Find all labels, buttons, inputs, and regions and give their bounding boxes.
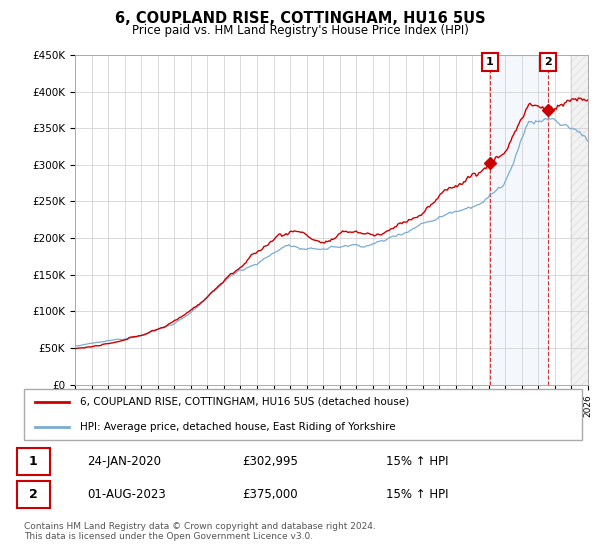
Text: Price paid vs. HM Land Registry's House Price Index (HPI): Price paid vs. HM Land Registry's House … (131, 24, 469, 36)
Text: 1: 1 (29, 455, 38, 468)
Text: 15% ↑ HPI: 15% ↑ HPI (386, 488, 449, 501)
Text: 6, COUPLAND RISE, COTTINGHAM, HU16 5US: 6, COUPLAND RISE, COTTINGHAM, HU16 5US (115, 11, 485, 26)
FancyBboxPatch shape (17, 448, 50, 475)
Text: 24-JAN-2020: 24-JAN-2020 (87, 455, 161, 468)
FancyBboxPatch shape (24, 389, 582, 440)
Text: £375,000: £375,000 (242, 488, 298, 501)
Bar (490, 55, 548, 385)
Text: Contains HM Land Registry data © Crown copyright and database right 2024.
This d: Contains HM Land Registry data © Crown c… (24, 522, 376, 542)
FancyBboxPatch shape (17, 482, 50, 508)
Text: 15% ↑ HPI: 15% ↑ HPI (386, 455, 449, 468)
Text: HPI: Average price, detached house, East Riding of Yorkshire: HPI: Average price, detached house, East… (80, 422, 395, 432)
Text: 2: 2 (29, 488, 38, 501)
Text: £302,995: £302,995 (242, 455, 298, 468)
Text: 1: 1 (486, 57, 494, 67)
Text: 2: 2 (544, 57, 552, 67)
Text: 01-AUG-2023: 01-AUG-2023 (87, 488, 166, 501)
Bar (570, 55, 590, 385)
Text: 6, COUPLAND RISE, COTTINGHAM, HU16 5US (detached house): 6, COUPLAND RISE, COTTINGHAM, HU16 5US (… (80, 397, 409, 407)
